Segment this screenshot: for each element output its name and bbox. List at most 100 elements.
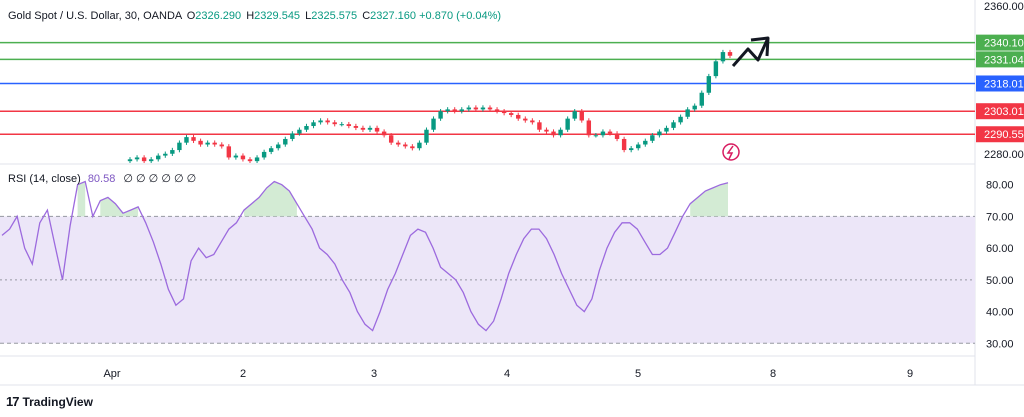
time-tick-label: Apr [103,368,120,380]
candle-body [290,133,295,139]
candle-body [494,109,500,112]
candle-body [311,122,316,127]
candle-body [134,157,140,160]
time-tick-label: 8 [770,368,776,380]
candle-body [628,148,634,151]
candle-body [254,157,260,162]
candle-body [699,92,704,106]
candle-body [579,111,584,121]
rsi-label[interactable]: RSI (14, close) [8,173,81,185]
level-price-label: 2318.010 [984,78,1024,90]
candle-body [127,159,133,162]
candle-body [466,107,472,110]
rsi-axis-ticks: 80.00 70.00 60.00 50.00 40.00 30.00 [986,180,1014,351]
candle-body [177,142,182,151]
candle-body [226,146,232,158]
candle-body [501,111,507,114]
time-tick-label: 2 [240,368,246,380]
candle-body [191,137,196,141]
candle-body [593,135,599,137]
time-tick-label: 9 [907,368,913,380]
candle-body [184,137,189,143]
rsi-value: 80.58 [87,173,116,185]
candle-body [170,150,175,154]
candle-body [396,142,401,145]
open-value: 2326.290 [195,10,242,22]
candle-body [480,107,486,110]
candles [127,49,733,163]
candle-body [156,155,161,160]
candle-body [445,109,450,112]
candle-body [558,129,563,136]
time-axis-ticks: Apr 2 3 4 5 8 9 [103,368,913,380]
time-tick-label: 3 [371,368,377,380]
level-price-tag [976,103,1024,120]
candle-body [487,107,493,110]
candle-body [551,131,556,136]
level-price-tag [976,34,1024,51]
rsi-header: RSI (14, close) 80.58 ∅ ∅ ∅ ∅ ∅ ∅ [8,172,196,185]
price-axis-ticks: 2360.000 2280.000 [984,1,1024,161]
candle-body [388,135,394,143]
level-price-label: 2340.104 [984,38,1024,50]
candle-body [727,52,733,56]
horizontal-levels: 2340.104 2331.043 2318.010 2303.011 2290.552 [0,34,1024,143]
candle-body [713,61,719,77]
candle-body [219,144,224,147]
candle-body [678,116,683,123]
candle-body [268,148,274,152]
price-pane: 2340.104 2331.043 2318.010 2303.011 2290.552… [0,0,1024,385]
candle-body [198,140,203,145]
candle-body [233,155,239,158]
candle-body [148,159,154,162]
level-price-label: 2303.011 [984,106,1024,118]
candle-body [410,146,415,149]
candle-body [141,157,147,162]
candle-body [530,120,535,123]
candle-body [304,126,309,130]
time-tick-label: 4 [504,368,510,380]
lightning-event-icon[interactable] [722,143,740,161]
candle-body [452,109,457,112]
candle-body [247,159,253,162]
candle-body [205,142,210,145]
candle-body [240,155,246,160]
level-price-tag [976,126,1024,143]
tradingview-logo-icon: 17 [6,394,20,409]
candle-body [614,133,620,139]
candle-body [459,109,464,112]
level-price-label: 2331.043 [984,54,1024,66]
candle-body [283,138,288,145]
rsi-overbought-area [244,181,297,217]
candle-body [565,118,570,130]
change-value: +0.870 (+0.04%) [419,10,502,22]
candle-body [706,76,712,93]
rsi-tick-label: 50.00 [986,275,1014,287]
candle-body [720,52,726,62]
candle-body [600,131,606,136]
candle-body [367,127,373,130]
low-label: L [305,10,312,22]
price-tick-label: 2280.000 [984,149,1024,161]
level-price-tag [976,75,1024,92]
candle-body [339,124,344,126]
tradingview-branding[interactable]: 17 TradingView [6,394,93,409]
rsi-series-line [1,180,729,332]
candle-body [572,111,577,119]
rsi-tick-label: 80.00 [986,180,1014,192]
candle-body [671,122,676,128]
rsi-overbought-fill [77,181,728,217]
candle-body [607,131,613,134]
low-value: 2325.575 [311,10,358,22]
rsi-tick-label: 60.00 [986,243,1014,255]
symbol-title[interactable]: Gold Spot / U.S. Dollar, 30, OANDA [8,10,182,22]
candle-body [276,144,281,149]
candle-body [508,113,514,115]
candle-body [360,127,366,130]
rsi-tick-label: 30.00 [986,338,1014,350]
close-value: 2327.160 [370,10,417,22]
candle-body [544,129,549,132]
candle-body [403,144,408,147]
high-value: 2329.545 [254,10,301,22]
level-price-tag [976,51,1024,68]
